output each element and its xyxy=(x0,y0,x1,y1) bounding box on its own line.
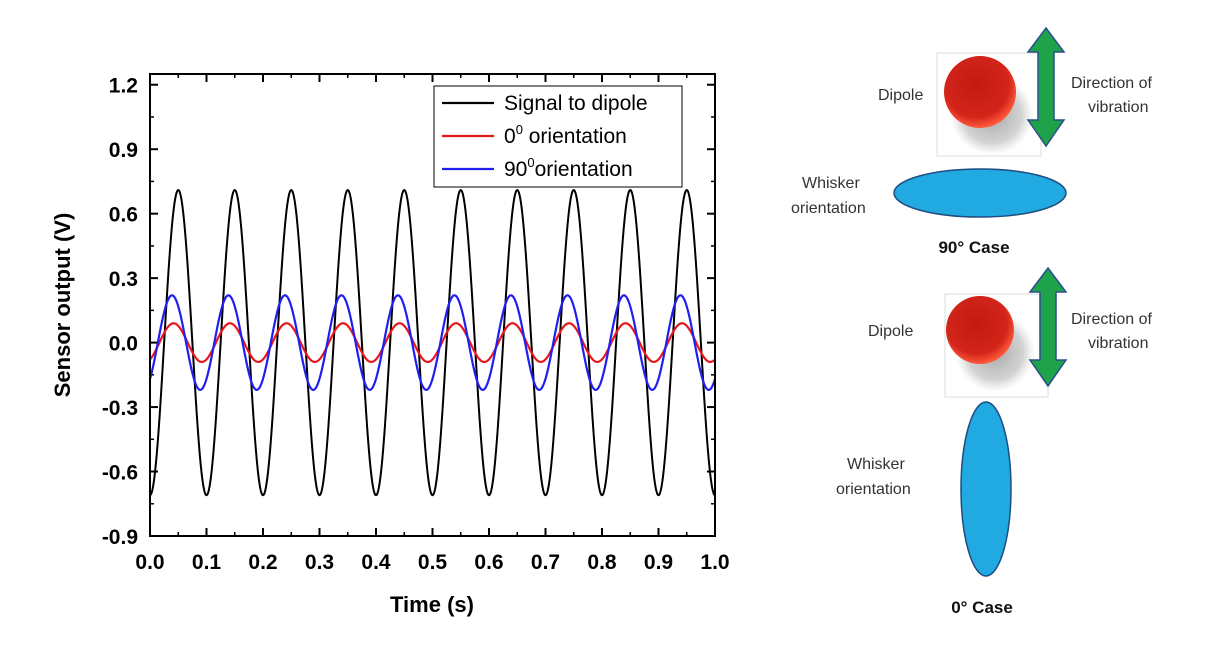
series-layer xyxy=(150,188,715,497)
x-tick-label: 0.6 xyxy=(474,551,503,574)
case-label-90: 90° Case xyxy=(938,238,1009,257)
y-tick-label: 0.0 xyxy=(109,333,138,356)
legend-label: Signal to dipole xyxy=(504,92,648,115)
legend-label: 900orientation xyxy=(504,155,633,181)
case-label-0: 0° Case xyxy=(951,598,1013,617)
y-tick-label: 0.9 xyxy=(109,139,138,162)
y-tick-label: -0.3 xyxy=(102,397,138,420)
x-tick-label: 0.1 xyxy=(192,551,222,574)
y-tick-labels: -0.9 -0.6 -0.3 0.0 0.3 0.6 0.9 1.2 xyxy=(102,75,138,549)
x-tick-label: 0.3 xyxy=(305,551,334,574)
whisker-label-line2: orientation xyxy=(791,200,866,217)
y-tick-label: -0.9 xyxy=(102,526,138,549)
legend-label: 00 orientation xyxy=(504,122,627,148)
x-tick-label: 0.0 xyxy=(135,551,164,574)
x-tick-label: 0.9 xyxy=(644,551,673,574)
direction-label-line2: vibration xyxy=(1088,99,1148,116)
y-tick-label: -0.6 xyxy=(102,462,138,485)
x-tick-label: 0.7 xyxy=(531,551,560,574)
whisker-vertical xyxy=(960,401,1012,577)
diagram-90-case: Dipole Direction of vibration Whisker or… xyxy=(791,26,1152,257)
diagram-0-case: Dipole Direction of vibration Whisker or… xyxy=(836,266,1152,617)
vibration-arrow-icon xyxy=(1028,266,1068,388)
series-line-0-orientation xyxy=(150,322,715,364)
whisker-label: Whisker xyxy=(802,175,860,192)
whisker-label: Whisker xyxy=(847,456,905,473)
direction-label: Direction of xyxy=(1071,311,1152,328)
dipole-label: Dipole xyxy=(878,87,923,104)
y-axis-title: Sensor output (V) xyxy=(50,213,75,398)
dipole-ball xyxy=(944,56,1016,128)
x-tick-label: 1.0 xyxy=(700,551,729,574)
y-tick-label: 0.3 xyxy=(109,268,138,291)
plot-frame xyxy=(149,73,716,537)
dipole-label: Dipole xyxy=(868,323,913,340)
x-tick-label: 0.8 xyxy=(587,551,617,574)
x-tick-label: 0.5 xyxy=(418,551,448,574)
y-tick-label: 1.2 xyxy=(109,75,138,98)
series-line-signal-to-dipole xyxy=(150,188,715,497)
vibration-arrow-icon xyxy=(1026,26,1066,148)
whisker-horizontal xyxy=(893,168,1067,218)
x-tick-labels: 0.0 0.1 0.2 0.3 0.4 0.5 0.6 0.7 0.8 0.9 1.0 xyxy=(135,551,729,574)
x-tick-label: 0.4 xyxy=(361,551,391,574)
legend: Signal to dipole 00 orientation 900orienta… xyxy=(433,85,683,188)
dipole-ball xyxy=(946,296,1014,364)
line-chart: 0.0 0.1 0.2 0.3 0.4 0.5 0.6 0.7 0.8 0.9 1.0 -0.9-0… xyxy=(50,73,730,617)
direction-label: Direction of xyxy=(1071,75,1152,92)
x-axis-title: Time (s) xyxy=(390,592,474,617)
direction-label-line2: vibration xyxy=(1088,335,1148,352)
series-line-90-orientation xyxy=(150,294,715,391)
x-tick-label: 0.2 xyxy=(248,551,277,574)
y-tick-label: 0.6 xyxy=(109,204,138,227)
whisker-label-line2: orientation xyxy=(836,481,911,498)
